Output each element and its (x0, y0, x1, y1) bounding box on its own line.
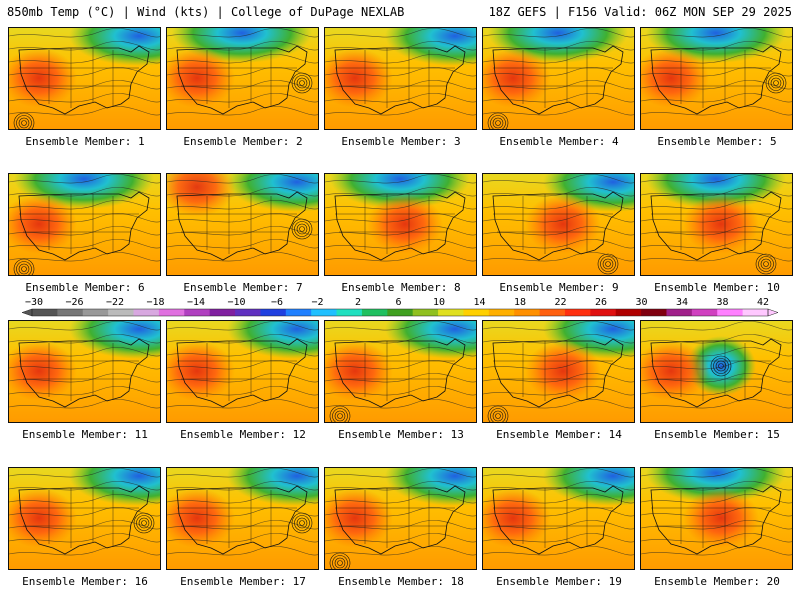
ensemble-member-map (8, 173, 161, 276)
ensemble-member-label: Ensemble Member: 17 (180, 575, 306, 588)
ensemble-member-map (324, 467, 477, 570)
ensemble-member-label: Ensemble Member: 20 (654, 575, 780, 588)
ensemble-member-label: Ensemble Member: 2 (183, 135, 303, 148)
ensemble-member-label: Ensemble Member: 7 (183, 281, 303, 294)
ensemble-member-map (482, 173, 635, 276)
temperature-colorbar (21, 308, 779, 317)
ensemble-member-map (166, 27, 319, 130)
ensemble-member-label: Ensemble Member: 8 (341, 281, 461, 294)
colorbar-segment (184, 309, 211, 316)
ensemble-member-label: Ensemble Member: 3 (341, 135, 461, 148)
colorbar-segment (438, 309, 464, 316)
colorbar-segment (235, 309, 261, 316)
ensemble-member-map (166, 173, 319, 276)
colorbar-segment (260, 309, 287, 316)
colorbar-tick-label: 26 (594, 297, 608, 308)
colorbar-segment (717, 309, 744, 316)
colorbar-tick-label: 18 (513, 297, 527, 308)
colorbar-segment (133, 309, 160, 316)
colorbar-tick-label: −30 (24, 297, 44, 308)
ensemble-member-label: Ensemble Member: 14 (496, 428, 622, 441)
ensemble-member-map (640, 173, 793, 276)
colorbar-segment (514, 309, 541, 316)
ensemble-member-label: Ensemble Member: 6 (25, 281, 145, 294)
colorbar-segment (311, 309, 338, 316)
colorbar-tick-label: −18 (146, 297, 165, 308)
colorbar-tick-label: −6 (270, 297, 284, 308)
colorbar-tick-label: 38 (716, 297, 729, 308)
ensemble-member-map (8, 467, 161, 570)
ensemble-member-map (166, 320, 319, 423)
colorbar-tick-label: 22 (554, 297, 567, 308)
colorbar-tick-label: 6 (395, 297, 402, 308)
colorbar-tick-label: 14 (473, 297, 486, 308)
ensemble-member-map (324, 320, 477, 423)
ensemble-member-label: Ensemble Member: 11 (22, 428, 148, 441)
colorbar-tick-label: 34 (675, 297, 689, 308)
colorbar-tick-label: 30 (635, 297, 648, 308)
ensemble-member-map (640, 467, 793, 570)
colorbar-segment (615, 309, 642, 316)
ensemble-member-map (324, 27, 477, 130)
colorbar-segment (158, 309, 185, 316)
colorbar-segment (209, 309, 236, 316)
colorbar-segment (742, 309, 769, 316)
colorbar-tick-label: 42 (756, 297, 770, 308)
ensemble-member-map (482, 320, 635, 423)
colorbar-segment (691, 309, 718, 316)
ensemble-member-label: Ensemble Member: 5 (657, 135, 777, 148)
colorbar-segment (666, 309, 693, 316)
ensemble-member-label: Ensemble Member: 15 (654, 428, 780, 441)
ensemble-member-label: Ensemble Member: 10 (654, 281, 780, 294)
colorbar-segment (285, 309, 312, 316)
colorbar-tick-label: −2 (311, 297, 324, 308)
colorbar-segment (108, 309, 135, 316)
colorbar-tick-label: −22 (105, 297, 125, 308)
colorbar-segment (641, 309, 667, 316)
colorbar-segment (361, 309, 388, 316)
colorbar-segment (539, 309, 566, 316)
ensemble-member-label: Ensemble Member: 12 (180, 428, 306, 441)
colorbar-tick-label: −10 (227, 297, 246, 308)
ensemble-member-map (324, 173, 477, 276)
colorbar-segment (412, 309, 439, 316)
colorbar-segment (463, 309, 490, 316)
ensemble-member-map (8, 320, 161, 423)
ensemble-member-label: Ensemble Member: 1 (25, 135, 145, 148)
ensemble-member-label: Ensemble Member: 13 (338, 428, 464, 441)
model-run-info: 18Z GEFS | F156 Valid: 06Z MON SEP 29 20… (488, 5, 792, 19)
colorbar-segment (336, 309, 363, 316)
ensemble-member-label: Ensemble Member: 4 (499, 135, 619, 148)
colorbar-segment (82, 309, 109, 316)
ensemble-member-label: Ensemble Member: 16 (22, 575, 148, 588)
ensemble-member-map (482, 467, 635, 570)
ensemble-member-map (640, 27, 793, 130)
colorbar-segment (387, 309, 414, 316)
ensemble-member-label: Ensemble Member: 19 (496, 575, 622, 588)
ensemble-member-label: Ensemble Member: 18 (338, 575, 464, 588)
ensemble-member-map (166, 467, 319, 570)
colorbar-tick-label: 10 (432, 297, 446, 308)
colorbar-segment (564, 309, 591, 316)
map-title: 850mb Temp (°C) | Wind (kts) | College o… (7, 5, 405, 19)
colorbar-segment (590, 309, 617, 316)
colorbar-tick-label: −26 (65, 297, 84, 308)
ensemble-member-map (640, 320, 793, 423)
ensemble-member-map (482, 27, 635, 130)
ensemble-member-label: Ensemble Member: 9 (499, 281, 619, 294)
colorbar-segment (57, 309, 84, 316)
colorbar-segment (488, 309, 515, 316)
colorbar-tick-label: −14 (186, 297, 206, 308)
colorbar-tick-label: 2 (354, 297, 362, 308)
ensemble-member-map (8, 27, 161, 130)
colorbar-segment (32, 309, 58, 316)
